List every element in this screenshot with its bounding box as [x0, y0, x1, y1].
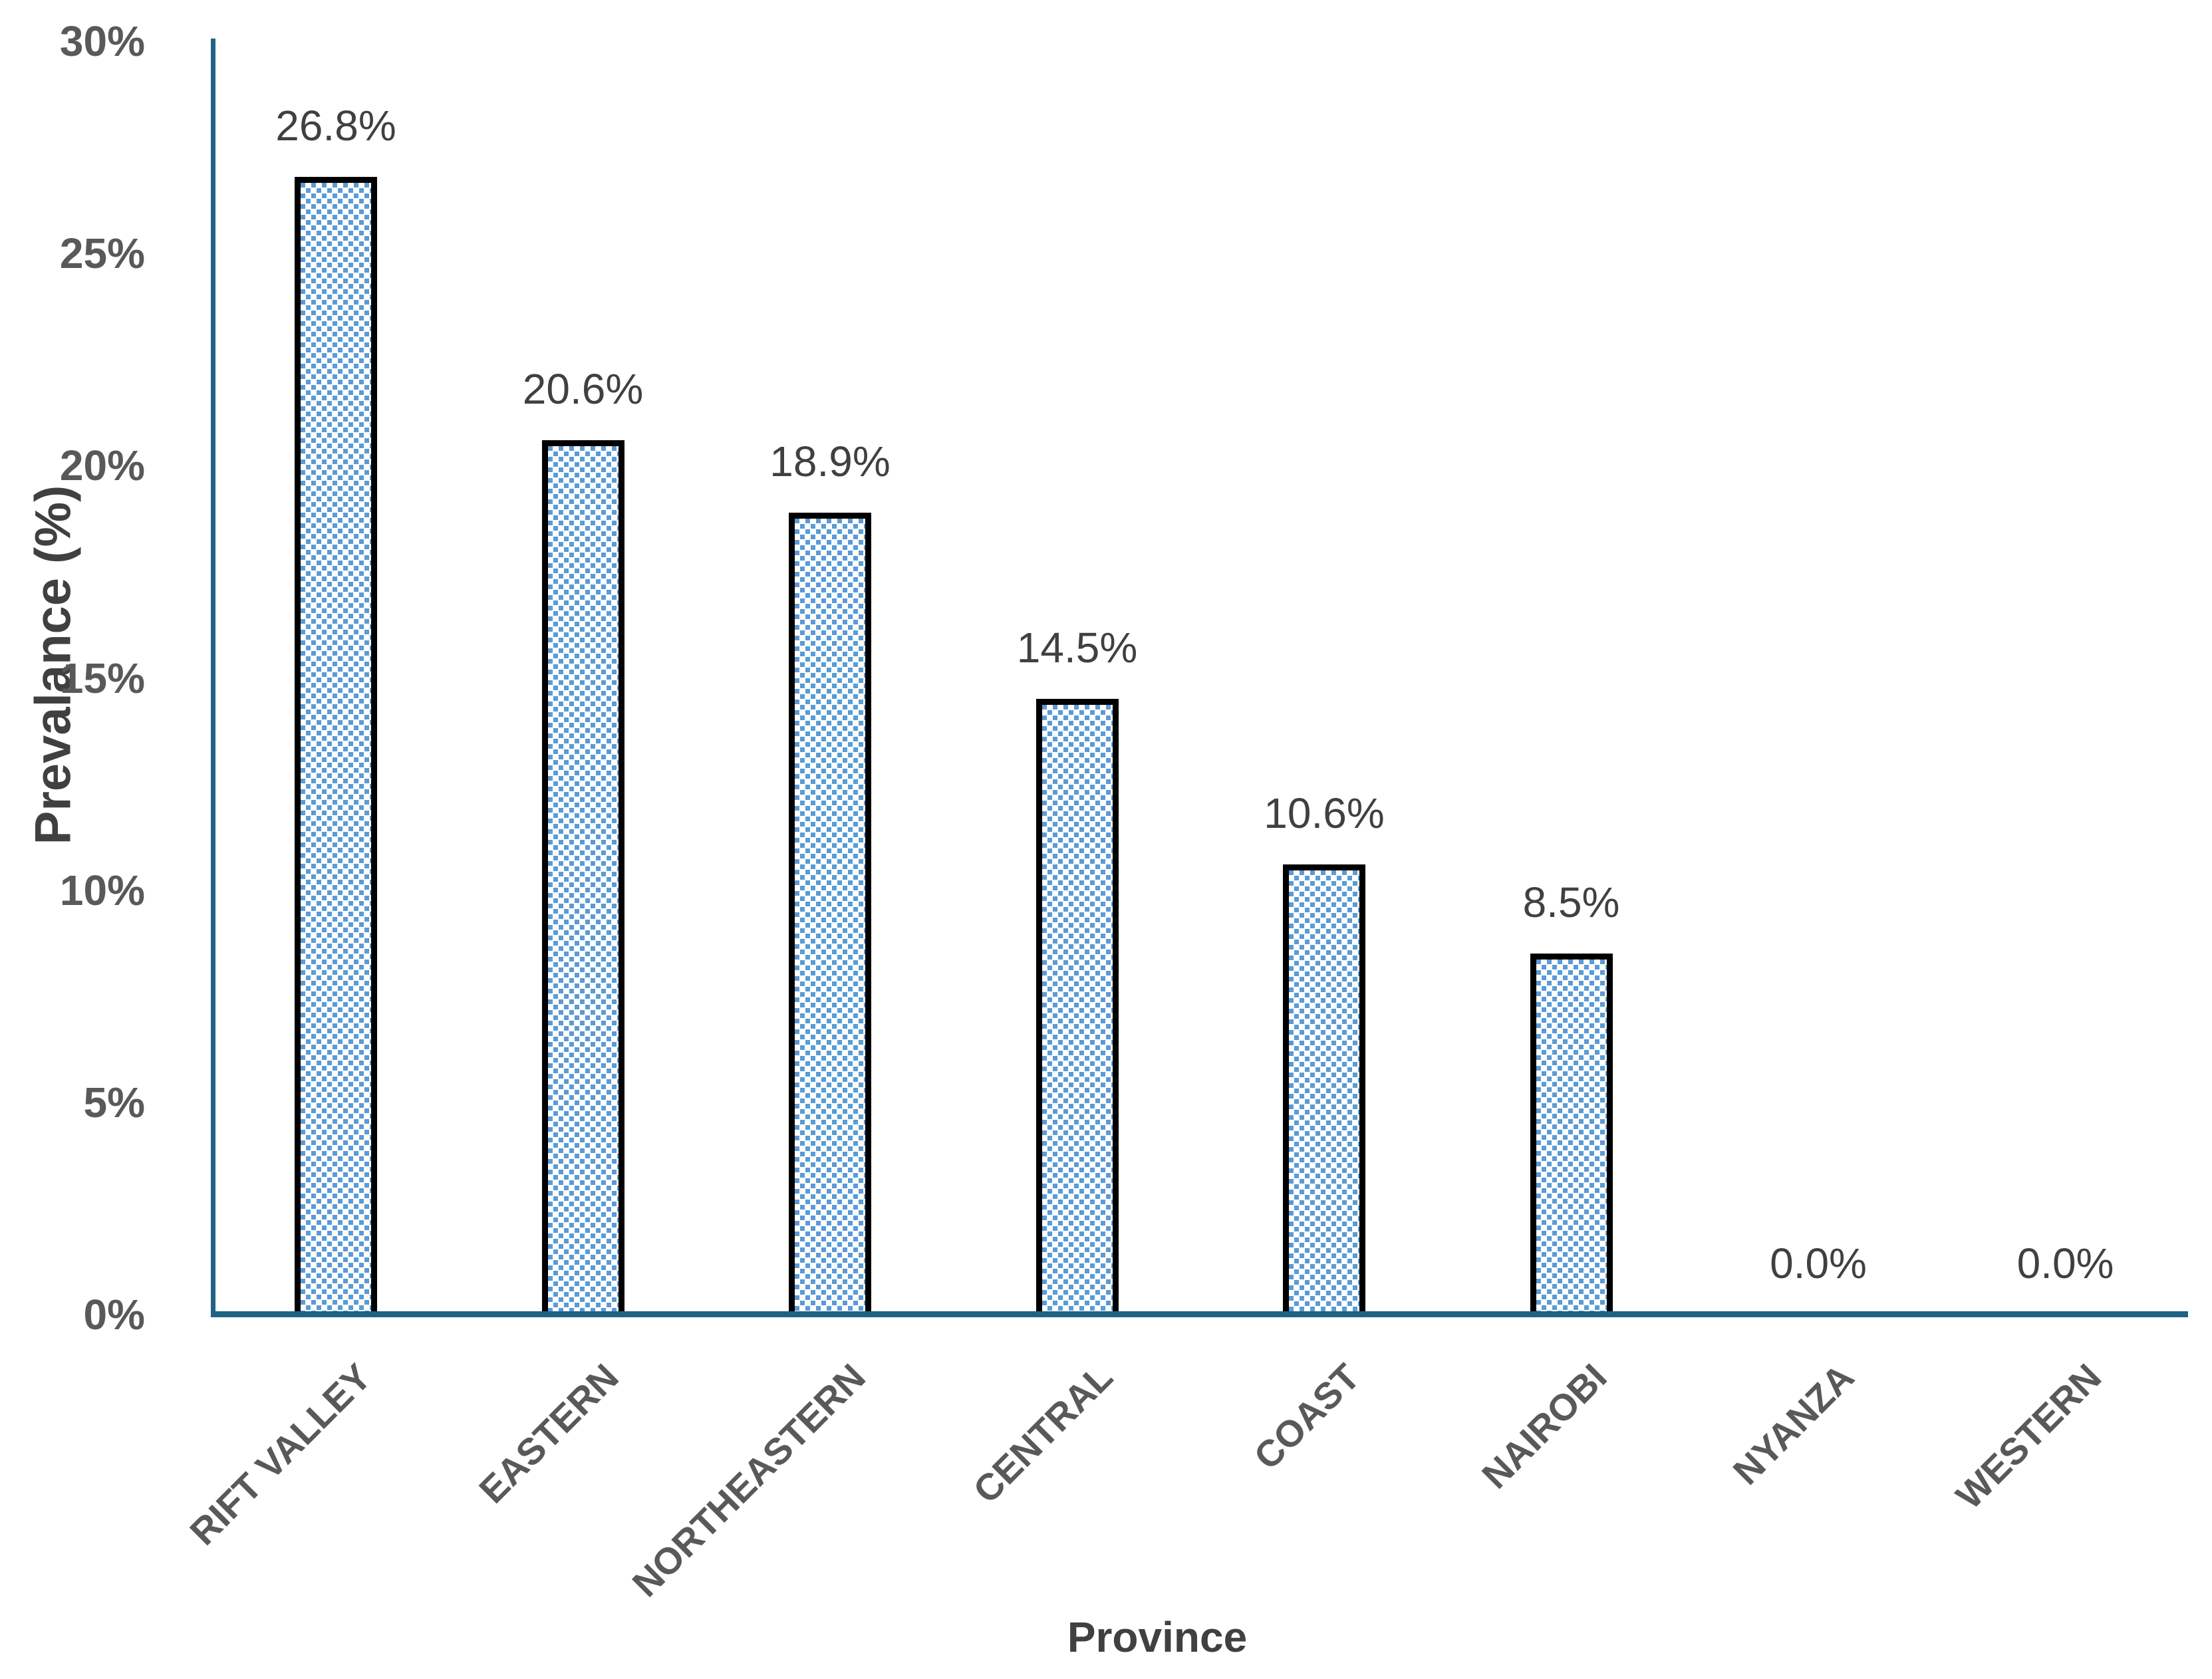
- bar: [295, 177, 377, 1317]
- bar-data-label: 8.5%: [1522, 878, 1620, 927]
- bar: [1530, 954, 1613, 1317]
- bar-data-label: 26.8%: [275, 102, 396, 150]
- bar: [789, 512, 871, 1317]
- x-axis-line: [211, 1311, 2188, 1317]
- y-tick-label: 10%: [59, 866, 145, 914]
- y-tick-label: 15%: [59, 654, 145, 702]
- category-label: CENTRAL: [965, 1355, 1121, 1511]
- category-label: NYANZA: [1725, 1355, 1862, 1493]
- y-tick-label: 30%: [59, 17, 145, 65]
- category-label: NORTHEASTERN: [624, 1355, 874, 1605]
- category-label: WESTERN: [1947, 1355, 2109, 1517]
- x-axis-title: Province: [1067, 1613, 1248, 1661]
- category-label: COAST: [1246, 1355, 1368, 1478]
- y-tick-label: 20%: [59, 442, 145, 490]
- y-tick-label: 25%: [59, 229, 145, 278]
- category-label: EASTERN: [470, 1355, 626, 1511]
- category-label: NAIROBI: [1474, 1355, 1615, 1497]
- bar-data-label: 10.6%: [1264, 789, 1385, 838]
- category-label: RIFT VALLEY: [182, 1355, 380, 1553]
- y-tick-label: 5%: [83, 1078, 146, 1126]
- y-axis-line: [211, 39, 215, 1317]
- bar: [541, 440, 624, 1317]
- bar: [1036, 699, 1119, 1317]
- bar-data-label: 18.9%: [769, 437, 891, 485]
- bar-data-label: 14.5%: [1016, 624, 1138, 672]
- bar: [1283, 864, 1365, 1317]
- y-tick-label: 0%: [83, 1291, 146, 1339]
- bar-data-label: 0.0%: [1770, 1239, 1867, 1287]
- bar-data-label: 0.0%: [2016, 1239, 2114, 1287]
- bar-data-label: 20.6%: [522, 365, 644, 414]
